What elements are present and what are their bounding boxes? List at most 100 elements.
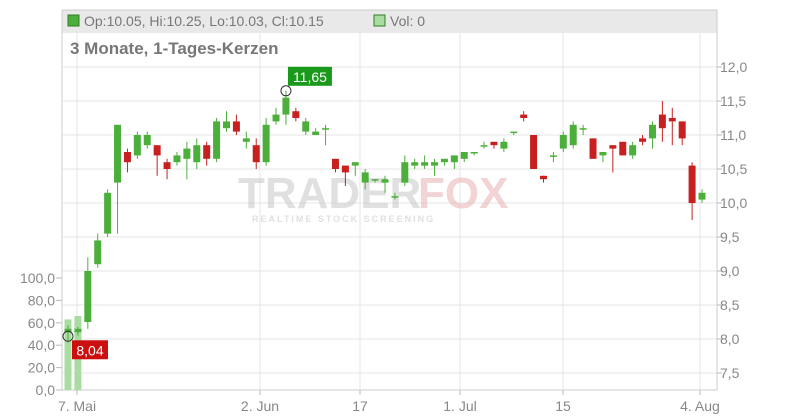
- candle-body: [252, 145, 260, 163]
- price-tick-label: 11,0: [720, 127, 746, 143]
- candle-body: [223, 121, 230, 129]
- time-tick-label: 7. Mai: [58, 398, 96, 414]
- candle-body: [540, 175, 547, 180]
- candle-body: [559, 135, 567, 149]
- candle: [480, 141, 488, 149]
- price-tick-label: 8,5: [720, 297, 740, 313]
- candle-body: [361, 172, 369, 183]
- max-label-box: [287, 66, 332, 86]
- time-axis: 7. Mai 2. Jun 17 1. Jul 15 4. Aug: [58, 390, 720, 414]
- candle-body: [242, 138, 250, 142]
- candle: [490, 141, 498, 149]
- candle: [213, 118, 221, 163]
- candle-body: [431, 162, 439, 166]
- candle: [173, 152, 181, 166]
- candle-body: [440, 158, 448, 163]
- candle: [104, 189, 112, 237]
- candle: [193, 138, 201, 169]
- candle: [292, 107, 300, 122]
- candle: [133, 131, 141, 159]
- volume-tick-label: 40,0: [28, 337, 55, 353]
- candle-body: [143, 135, 151, 146]
- candle-body: [213, 121, 221, 159]
- candle: [123, 148, 131, 173]
- candle: [341, 165, 349, 186]
- candle-body: [272, 114, 280, 122]
- candle-body: [84, 271, 92, 322]
- legend-ohlc-text: Op:10.05, Hi:10.25, Lo:10.03, Cl:10.15: [84, 13, 324, 29]
- candle-body: [381, 179, 389, 183]
- candle: [569, 121, 577, 149]
- min-marker: [62, 330, 74, 342]
- candle-body: [421, 162, 429, 166]
- candle: [549, 152, 557, 163]
- candle-body: [183, 148, 191, 159]
- candle: [143, 131, 151, 149]
- candle: [668, 107, 676, 146]
- price-tick-label: 9,0: [720, 263, 740, 279]
- candle: [232, 114, 240, 135]
- candle-body: [232, 121, 240, 132]
- watermark-tagline: REALTIME STOCK SCREENING: [252, 214, 435, 224]
- time-tick-label: 17: [352, 398, 368, 414]
- candle: [272, 107, 280, 125]
- candle-body: [520, 114, 528, 118]
- candle: [421, 155, 429, 169]
- volume-tick-label: 60,0: [28, 315, 55, 331]
- candle-body: [282, 97, 290, 115]
- time-tick-label: 1. Jul: [443, 398, 476, 414]
- volume-tick-label: 80,0: [28, 292, 55, 308]
- candle-body: [173, 155, 181, 163]
- time-tick-label: 15: [555, 398, 571, 414]
- candle: [74, 326, 82, 336]
- max-marker: [280, 85, 292, 97]
- candle-body: [262, 124, 270, 163]
- min-label-box: [72, 340, 108, 360]
- candle-body: [579, 128, 587, 130]
- candle: [530, 135, 538, 169]
- volume-tick-label: 0,0: [36, 382, 56, 398]
- candle: [262, 118, 270, 166]
- candle: [223, 111, 230, 132]
- candle: [252, 138, 260, 169]
- candle-body: [460, 152, 468, 159]
- price-tick-label: 7,5: [720, 365, 740, 381]
- candle-body: [351, 162, 359, 166]
- candle: [559, 131, 567, 152]
- candle-body: [668, 118, 676, 122]
- candle: [391, 192, 399, 200]
- candle-body: [549, 155, 557, 157]
- candle-body: [64, 328, 72, 333]
- candle: [440, 158, 448, 166]
- legend-volume-text: Vol: 0: [390, 13, 425, 29]
- candle: [579, 124, 587, 135]
- candles: [64, 90, 706, 343]
- candle: [114, 124, 122, 234]
- time-tick-label: 2. Jun: [241, 398, 279, 414]
- candle: [183, 141, 191, 180]
- volume-tick-label: 20,0: [28, 360, 55, 376]
- candle-body: [193, 145, 201, 163]
- candle-body: [302, 121, 310, 132]
- annotations: 11,65 8,04: [62, 66, 332, 360]
- candle-body: [292, 111, 300, 118]
- max-label: 11,65: [293, 69, 327, 85]
- candle-body: [658, 114, 666, 129]
- plot-area: [61, 9, 718, 391]
- candle: [648, 121, 656, 149]
- candle: [411, 158, 419, 169]
- candle-body: [104, 192, 112, 234]
- candle-body: [510, 131, 518, 134]
- candle: [678, 121, 686, 146]
- candle-body: [619, 141, 627, 156]
- legend-volume-swatch: [373, 14, 386, 27]
- candle-body: [480, 145, 488, 147]
- candle-body: [698, 192, 706, 200]
- candle: [609, 145, 617, 173]
- candle-body: [114, 124, 122, 183]
- volume-tick-label: 100,0: [20, 270, 55, 286]
- legend-bar: [62, 10, 717, 33]
- candle-body: [133, 135, 141, 156]
- candle: [381, 175, 389, 193]
